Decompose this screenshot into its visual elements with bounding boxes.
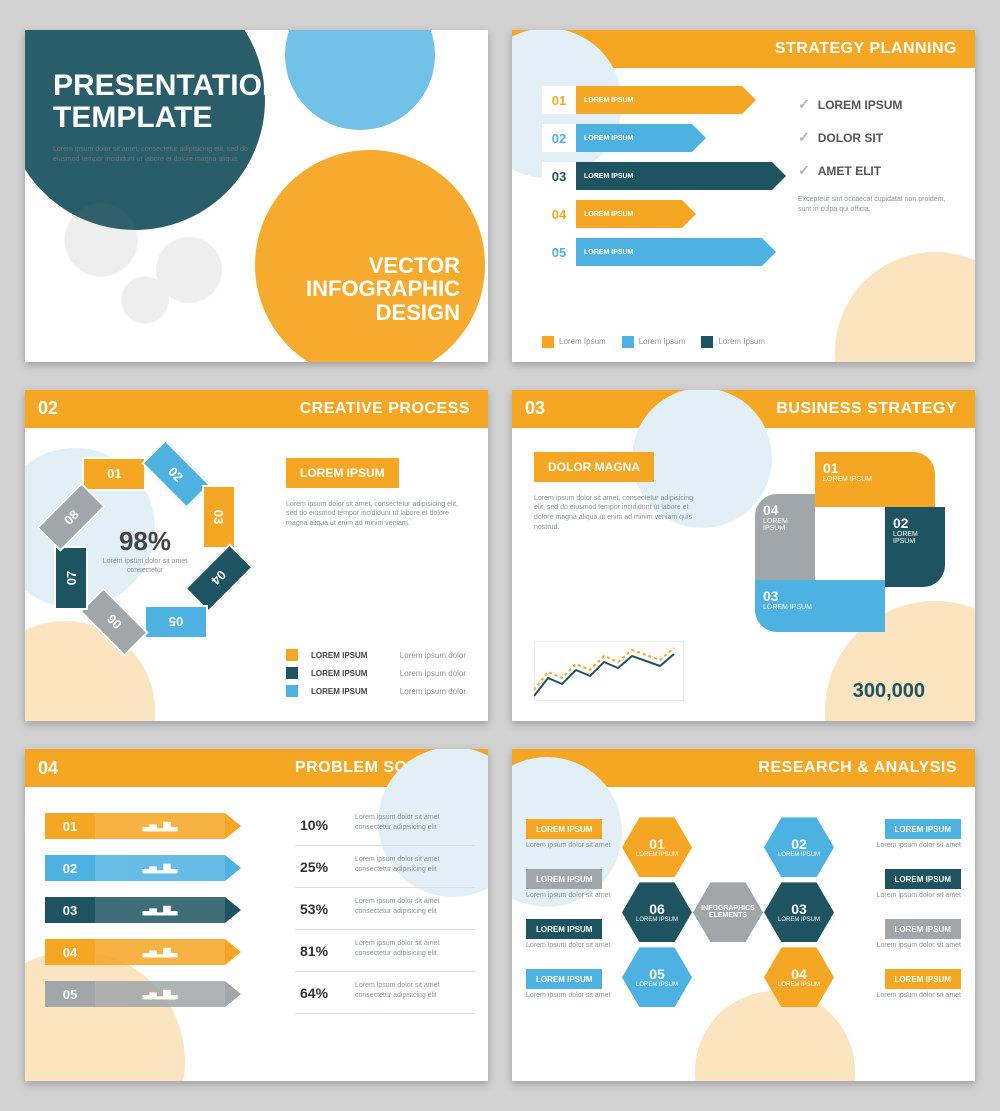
slide-title: STRATEGY PLANNING — [558, 40, 975, 58]
slide-creative-process: 02CREATIVE PROCESS 010203040506070898%Lo… — [25, 390, 488, 722]
slide-cover: PRESENTATIONTEMPLATELorem ipsum dolor si… — [25, 30, 488, 362]
slide-strategy-planning: 01STRATEGY PLANNING 01LOREM IPSUM02LOREM… — [512, 30, 975, 362]
check-icon: ✓ — [798, 162, 810, 179]
slide-business-strategy: 03BUSINESS STRATEGY DOLOR MAGNALorem ips… — [512, 390, 975, 722]
check-icon: ✓ — [798, 129, 810, 146]
cover-title: PRESENTATIONTEMPLATE — [53, 70, 284, 133]
cover-subtitle: VECTORINFOGRAPHICDESIGN — [306, 254, 460, 323]
check-icon: ✓ — [798, 96, 810, 113]
slide-research-analysis: 05RESEARCH & ANALYSIS 01LOREM IPSUM02LOR… — [512, 749, 975, 1081]
slide-problem-solution: 04PROBLEM SOLUTION 01▃▅▂▇▃10%Lorem ipsum… — [25, 749, 488, 1081]
